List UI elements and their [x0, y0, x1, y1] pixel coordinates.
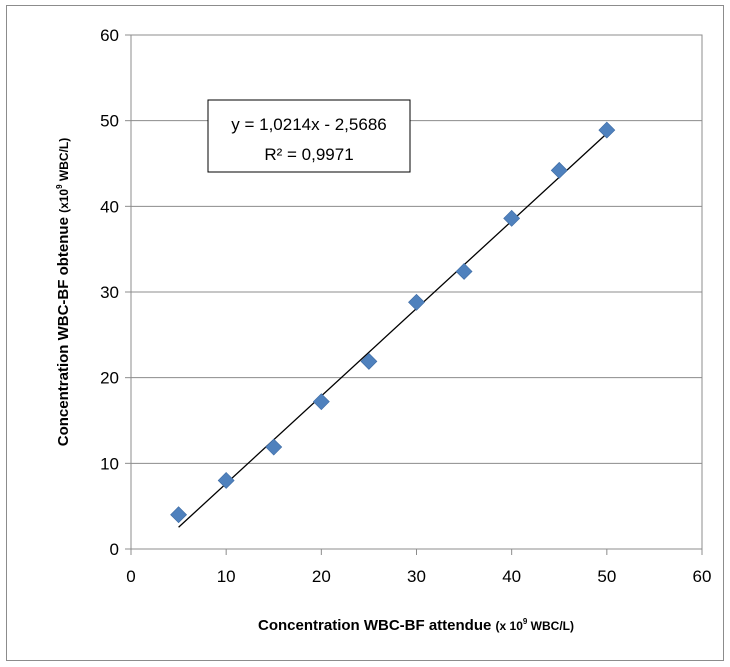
- trendline-group: [178, 133, 608, 528]
- y-tick-label-0: 0: [110, 540, 119, 559]
- tick-labels: 0 10 20 30 40 50 60 0 10 20 30 40 50 60: [100, 26, 711, 586]
- y-axis-title: Concentration WBC-BF obtenue (x109 WBC/L…: [55, 138, 72, 446]
- y-axis-title-unit: (x10: [57, 189, 71, 213]
- x-axis-title-main: Concentration WBC-BF attendue: [258, 617, 496, 634]
- y-tick-label-40: 40: [100, 197, 119, 216]
- y-axis-title-unit-end: WBC/L): [57, 138, 71, 185]
- y-tick-label-30: 30: [100, 283, 119, 302]
- data-point: [408, 293, 425, 311]
- x-tick-label-60: 60: [693, 567, 712, 586]
- y-tick-label-60: 60: [100, 26, 119, 45]
- trendline: [178, 133, 608, 528]
- x-tick-label-10: 10: [217, 567, 236, 586]
- axes: [125, 34, 703, 555]
- y-tick-label-20: 20: [100, 369, 119, 388]
- data-point: [550, 161, 568, 179]
- data-points: [170, 121, 616, 524]
- data-point: [312, 393, 330, 411]
- data-point: [217, 472, 235, 489]
- x-tick-label-0: 0: [126, 567, 135, 586]
- x-tick-label-40: 40: [502, 567, 521, 586]
- data-point: [598, 121, 616, 139]
- x-tick-label-50: 50: [597, 567, 616, 586]
- y-tick-label-10: 10: [100, 454, 119, 473]
- x-axis-title: Concentration WBC-BF attendue (x 109 WBC…: [258, 617, 574, 634]
- equation-text: y = 1,0214x - 2,5686: [231, 115, 386, 134]
- x-axis-title-exponent: 9: [523, 617, 528, 626]
- y-axis-title-exponent: 9: [55, 184, 64, 189]
- data-point: [455, 263, 473, 280]
- data-point: [265, 438, 283, 456]
- equation-box: y = 1,0214x - 2,5686 R² = 0,9971: [207, 99, 411, 173]
- x-tick-label-20: 20: [312, 567, 331, 586]
- y-axis-title-main: Concentration WBC-BF obtenue: [55, 213, 72, 446]
- equation-box-border: [207, 99, 411, 173]
- x-axis-title-unit: (x 10: [496, 619, 524, 633]
- y-tick-label-50: 50: [100, 112, 119, 131]
- data-point: [170, 506, 188, 524]
- x-tick-label-30: 30: [407, 567, 426, 586]
- data-point: [360, 352, 378, 370]
- x-axis-title-unit-end: WBC/L): [527, 619, 574, 633]
- r-squared-text: R² = 0,9971: [264, 145, 353, 164]
- data-point: [503, 209, 521, 227]
